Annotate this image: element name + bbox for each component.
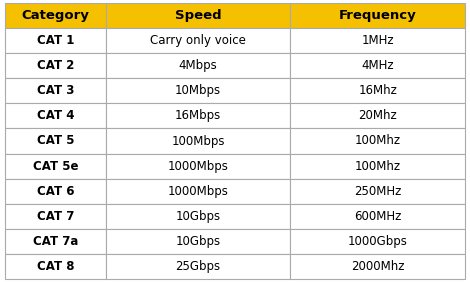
Bar bbox=[5, 103, 106, 128]
Bar bbox=[106, 28, 290, 53]
Text: 10Gbps: 10Gbps bbox=[176, 210, 221, 223]
Text: Frequency: Frequency bbox=[339, 9, 417, 22]
Bar bbox=[290, 3, 465, 28]
Bar bbox=[106, 204, 290, 229]
Bar bbox=[106, 229, 290, 254]
Bar bbox=[290, 179, 465, 204]
Bar bbox=[290, 204, 465, 229]
Bar bbox=[290, 229, 465, 254]
Text: CAT 6: CAT 6 bbox=[37, 185, 74, 198]
Text: 10Mbps: 10Mbps bbox=[175, 84, 221, 97]
Bar bbox=[5, 78, 106, 103]
Text: 16Mbps: 16Mbps bbox=[175, 109, 221, 122]
Bar bbox=[106, 78, 290, 103]
Text: 16Mhz: 16Mhz bbox=[358, 84, 397, 97]
Text: 600MHz: 600MHz bbox=[354, 210, 401, 223]
Bar bbox=[5, 154, 106, 179]
Bar bbox=[290, 28, 465, 53]
Text: 100Mhz: 100Mhz bbox=[355, 160, 401, 173]
Text: 4MHz: 4MHz bbox=[361, 59, 394, 72]
Text: Category: Category bbox=[22, 9, 89, 22]
Text: 1000Gbps: 1000Gbps bbox=[348, 235, 407, 248]
Text: CAT 2: CAT 2 bbox=[37, 59, 74, 72]
Bar bbox=[106, 128, 290, 154]
Bar bbox=[5, 128, 106, 154]
Bar bbox=[106, 179, 290, 204]
Text: 1000Mbps: 1000Mbps bbox=[168, 160, 228, 173]
Text: 100Mhz: 100Mhz bbox=[355, 135, 401, 147]
Text: CAT 5e: CAT 5e bbox=[32, 160, 78, 173]
Text: 100Mbps: 100Mbps bbox=[172, 135, 225, 147]
Text: Carry only voice: Carry only voice bbox=[150, 34, 246, 47]
Bar bbox=[5, 229, 106, 254]
Bar bbox=[5, 28, 106, 53]
Text: CAT 1: CAT 1 bbox=[37, 34, 74, 47]
Text: 2000Mhz: 2000Mhz bbox=[351, 260, 405, 273]
Text: 25Gbps: 25Gbps bbox=[176, 260, 221, 273]
Text: CAT 7a: CAT 7a bbox=[33, 235, 78, 248]
Bar bbox=[106, 154, 290, 179]
Text: CAT 8: CAT 8 bbox=[37, 260, 74, 273]
Text: 1000Mbps: 1000Mbps bbox=[168, 185, 228, 198]
Bar bbox=[106, 53, 290, 78]
Bar bbox=[106, 3, 290, 28]
Bar bbox=[5, 204, 106, 229]
Text: 250MHz: 250MHz bbox=[354, 185, 401, 198]
Bar bbox=[290, 154, 465, 179]
Text: CAT 7: CAT 7 bbox=[37, 210, 74, 223]
Bar bbox=[5, 53, 106, 78]
Text: 1MHz: 1MHz bbox=[361, 34, 394, 47]
Text: 10Gbps: 10Gbps bbox=[176, 235, 221, 248]
Bar bbox=[290, 78, 465, 103]
Bar bbox=[5, 3, 106, 28]
Text: 20Mhz: 20Mhz bbox=[359, 109, 397, 122]
Bar bbox=[5, 254, 106, 279]
Text: Speed: Speed bbox=[175, 9, 221, 22]
Bar bbox=[290, 128, 465, 154]
Bar bbox=[106, 254, 290, 279]
Bar bbox=[290, 254, 465, 279]
Text: CAT 4: CAT 4 bbox=[37, 109, 74, 122]
Bar bbox=[290, 103, 465, 128]
Bar bbox=[5, 179, 106, 204]
Text: CAT 3: CAT 3 bbox=[37, 84, 74, 97]
Text: 4Mbps: 4Mbps bbox=[179, 59, 218, 72]
Text: CAT 5: CAT 5 bbox=[37, 135, 74, 147]
Bar bbox=[290, 53, 465, 78]
Bar bbox=[106, 103, 290, 128]
